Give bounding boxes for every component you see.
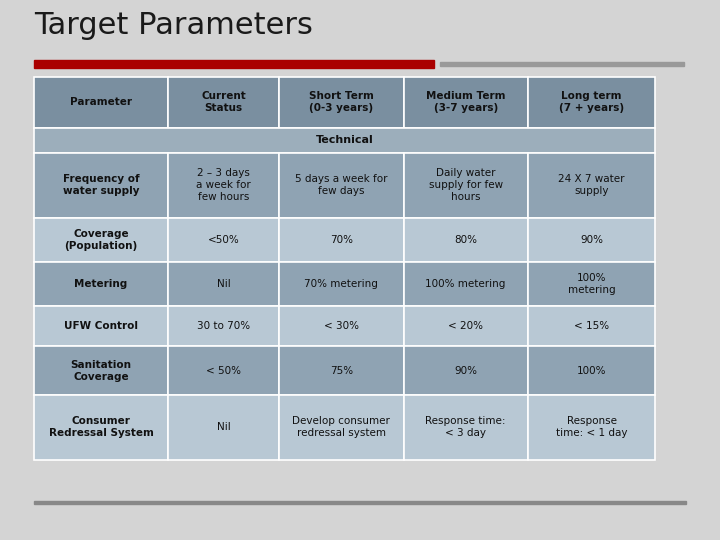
Bar <box>34 306 168 347</box>
Text: Response time:
< 3 day: Response time: < 3 day <box>426 416 506 438</box>
Bar <box>528 77 655 127</box>
Bar <box>168 262 279 306</box>
Bar <box>34 395 168 460</box>
Text: 100% metering: 100% metering <box>426 279 506 289</box>
Text: Develop consumer
redressal system: Develop consumer redressal system <box>292 416 390 438</box>
Text: Metering: Metering <box>74 279 127 289</box>
Text: UFW Control: UFW Control <box>64 321 138 332</box>
Text: < 15%: < 15% <box>574 321 609 332</box>
Text: 100%
metering: 100% metering <box>568 273 616 295</box>
Text: 70% metering: 70% metering <box>305 279 378 289</box>
Bar <box>279 347 403 395</box>
Text: 90%: 90% <box>454 366 477 376</box>
Bar <box>403 347 528 395</box>
Bar <box>279 395 403 460</box>
Text: Current
Status: Current Status <box>202 91 246 113</box>
Text: < 20%: < 20% <box>448 321 483 332</box>
Bar <box>528 306 655 347</box>
Text: 90%: 90% <box>580 235 603 245</box>
Bar <box>34 60 434 68</box>
Text: Daily water
supply for few
hours: Daily water supply for few hours <box>428 168 503 202</box>
Text: Short Term
(0-3 years): Short Term (0-3 years) <box>309 91 374 113</box>
Bar <box>34 262 168 306</box>
Bar <box>403 395 528 460</box>
Bar <box>403 218 528 262</box>
Text: Nil: Nil <box>217 422 230 433</box>
Text: < 30%: < 30% <box>324 321 359 332</box>
Bar <box>528 347 655 395</box>
Bar <box>528 262 655 306</box>
Text: 30 to 70%: 30 to 70% <box>197 321 251 332</box>
Text: Nil: Nil <box>217 279 230 289</box>
Text: Consumer
Redressal System: Consumer Redressal System <box>48 416 153 438</box>
Text: 80%: 80% <box>454 235 477 245</box>
Bar <box>168 306 279 347</box>
Text: 24 X 7 water
supply: 24 X 7 water supply <box>558 174 625 197</box>
Text: Coverage
(Population): Coverage (Population) <box>64 229 138 251</box>
Text: 100%: 100% <box>577 366 606 376</box>
Text: Long term
(7 + years): Long term (7 + years) <box>559 91 624 113</box>
Bar <box>34 501 686 504</box>
Bar <box>34 347 168 395</box>
Text: <50%: <50% <box>208 235 240 245</box>
Bar <box>528 153 655 218</box>
Bar <box>34 218 168 262</box>
Text: 5 days a week for
few days: 5 days a week for few days <box>295 174 387 197</box>
Bar <box>168 218 279 262</box>
Text: Parameter: Parameter <box>70 97 132 107</box>
Text: Target Parameters: Target Parameters <box>34 11 313 40</box>
Text: Medium Term
(3-7 years): Medium Term (3-7 years) <box>426 91 505 113</box>
Bar <box>168 153 279 218</box>
Bar <box>34 77 168 127</box>
Bar <box>168 347 279 395</box>
Text: 70%: 70% <box>330 235 353 245</box>
Text: Technical: Technical <box>316 135 374 145</box>
Bar <box>168 77 279 127</box>
Bar <box>403 153 528 218</box>
Bar <box>403 262 528 306</box>
Text: < 50%: < 50% <box>206 366 241 376</box>
Bar <box>279 306 403 347</box>
Bar <box>279 262 403 306</box>
Bar <box>34 153 168 218</box>
Bar <box>279 218 403 262</box>
Bar <box>168 395 279 460</box>
Bar <box>279 153 403 218</box>
Bar <box>34 127 655 153</box>
Bar <box>403 77 528 127</box>
Text: Response
time: < 1 day: Response time: < 1 day <box>556 416 627 438</box>
Text: Sanitation
Coverage: Sanitation Coverage <box>71 360 132 382</box>
Text: 75%: 75% <box>330 366 353 376</box>
Bar <box>440 62 684 66</box>
Bar <box>403 306 528 347</box>
Text: Frequency of
water supply: Frequency of water supply <box>63 174 140 197</box>
Bar <box>528 218 655 262</box>
Bar <box>528 395 655 460</box>
Text: 2 – 3 days
a week for
few hours: 2 – 3 days a week for few hours <box>197 168 251 202</box>
Bar <box>279 77 403 127</box>
